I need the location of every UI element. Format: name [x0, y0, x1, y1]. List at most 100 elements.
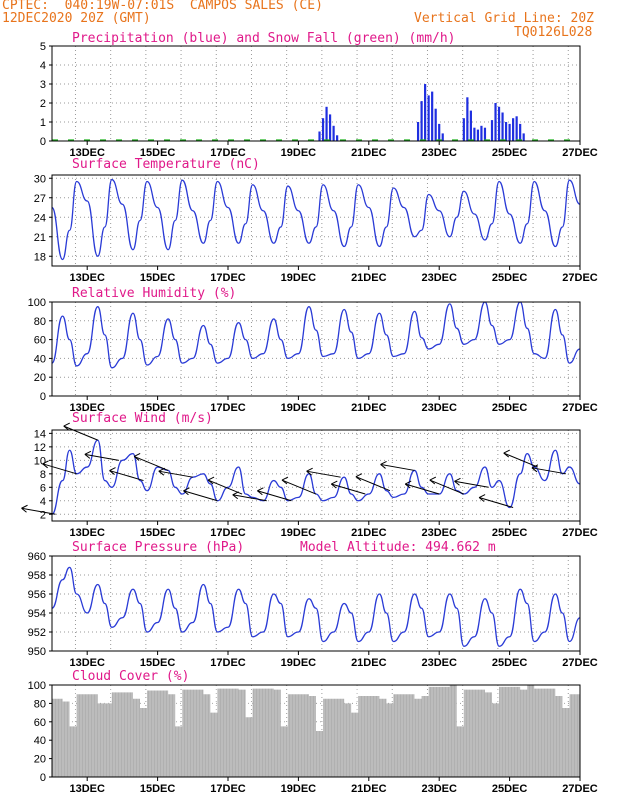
- wind-arrowhead: [454, 477, 461, 486]
- wind-arrowhead: [531, 464, 539, 473]
- x-tick-label: 17DEC: [210, 783, 246, 795]
- x-tick-label: 13DEC: [69, 527, 105, 539]
- precip-bar: [512, 118, 515, 141]
- wind-arrowhead: [257, 487, 264, 496]
- panel-title: Surface Pressure (hPa): [72, 540, 244, 555]
- wind-vector: [109, 470, 144, 482]
- x-tick-label: 17DEC: [210, 147, 246, 159]
- precip-bar: [424, 84, 427, 141]
- y-tick-label: 4: [40, 60, 46, 72]
- x-tick-label: 13DEC: [69, 272, 105, 284]
- y-tick-label: 1: [40, 117, 46, 129]
- wind-vector: [183, 490, 218, 502]
- x-tick-label: 25DEC: [492, 527, 528, 539]
- precip-bar: [519, 123, 522, 141]
- precip-bar: [490, 120, 494, 141]
- x-tick-label: 15DEC: [140, 272, 176, 284]
- x-tick-label: 27DEC: [562, 147, 598, 159]
- chart-panel-4: 950 952 954 956 958 960 13DEC 15DEC 17DEC 19DEC 21…: [28, 540, 598, 669]
- wind-arrowhead: [207, 476, 215, 485]
- precip-bar: [332, 125, 335, 141]
- x-tick-label: 17DEC: [210, 527, 246, 539]
- panel-frame: [51, 301, 581, 397]
- x-tick-label: 17DEC: [210, 272, 246, 284]
- wind-arrowhead: [404, 480, 412, 489]
- x-tick-label: 15DEC: [140, 147, 176, 159]
- x-tick-label: 25DEC: [492, 783, 528, 795]
- wind-arrowhead: [355, 473, 363, 482]
- y-tick-label: 40: [34, 735, 46, 747]
- wind-arrowhead: [109, 467, 116, 475]
- precip-bar: [508, 123, 511, 141]
- x-tick-label: 17DEC: [210, 657, 246, 669]
- wind-vector: [478, 497, 514, 508]
- wind-vector: [405, 483, 440, 495]
- y-tick-label: 12: [34, 442, 46, 454]
- x-tick-label: 23DEC: [421, 272, 457, 284]
- y-tick-label: 20: [34, 372, 46, 384]
- wind-arrowhead: [84, 450, 92, 459]
- y-tick-label: 21: [34, 232, 46, 244]
- precip-bar: [497, 106, 501, 141]
- precip-bar: [416, 122, 420, 141]
- x-tick-label: 25DEC: [492, 147, 528, 159]
- chart-panel-1: 18 21 24 27 30 13DEC 15DEC 17DEC 19DEC 21DEC 23DEC…: [34, 157, 598, 284]
- series-line: [51, 178, 581, 261]
- precip-bar: [336, 135, 339, 141]
- precip-bar: [476, 129, 480, 141]
- wind-vector: [158, 470, 193, 478]
- x-tick-label: 19DEC: [281, 272, 317, 284]
- wind-vector: [133, 455, 169, 471]
- y-tick-label: 18: [34, 251, 46, 263]
- x-tick-label: 21DEC: [351, 783, 387, 795]
- precip-bar: [427, 95, 430, 141]
- y-tick-label: 2: [40, 98, 46, 110]
- wind-arrowhead: [183, 487, 190, 496]
- precip-bar: [328, 114, 332, 141]
- precip-bar: [473, 127, 476, 141]
- precip-bar: [515, 116, 518, 141]
- precip-bar: [462, 118, 465, 141]
- y-tick-label: 960: [28, 551, 46, 563]
- x-tick-label: 13DEC: [69, 402, 105, 414]
- wind-vector: [207, 479, 243, 495]
- y-tick-label: 8: [40, 469, 46, 481]
- model-altitude-label: Model Altitude: 494.662 m: [300, 540, 496, 555]
- y-tick-label: 6: [40, 482, 46, 494]
- wind-arrowhead: [330, 480, 338, 489]
- precip-bar: [480, 125, 483, 141]
- precip-bar: [466, 97, 469, 141]
- x-tick-label: 25DEC: [492, 402, 528, 414]
- x-tick-label: 23DEC: [421, 783, 457, 795]
- header-grid-line: Vertical Grid Line: 20Z: [414, 11, 595, 26]
- wind-vector: [232, 494, 267, 502]
- x-tick-label: 23DEC: [421, 402, 457, 414]
- precip-bar: [441, 133, 444, 141]
- x-tick-label: 13DEC: [69, 147, 105, 159]
- x-tick-label: 23DEC: [421, 657, 457, 669]
- header-location: CPTEC: 040:19W-07:01S CAMPOS SALES (CE): [2, 0, 323, 13]
- wind-vector: [380, 463, 415, 471]
- x-tick-label: 21DEC: [351, 527, 387, 539]
- x-tick-label: 23DEC: [421, 147, 457, 159]
- precip-bar: [522, 133, 525, 141]
- y-tick-label: 952: [28, 627, 46, 639]
- wind-arrowhead: [478, 494, 486, 502]
- y-tick-label: 0: [40, 136, 46, 148]
- panel-frame: [51, 555, 581, 652]
- y-tick-label: 14: [34, 428, 46, 440]
- wind-vector: [84, 453, 119, 461]
- x-tick-label: 15DEC: [140, 402, 176, 414]
- precip-bar: [434, 108, 437, 141]
- x-tick-label: 21DEC: [351, 147, 387, 159]
- wind-vector: [306, 470, 341, 478]
- wind-vector: [454, 480, 489, 488]
- wind-arrowhead: [281, 476, 289, 485]
- x-tick-label: 19DEC: [281, 527, 317, 539]
- precip-bar: [483, 127, 487, 141]
- panel-frame: [51, 174, 581, 267]
- panel-frame: [51, 45, 581, 142]
- y-tick-label: 100: [28, 680, 46, 692]
- x-tick-label: 19DEC: [281, 783, 317, 795]
